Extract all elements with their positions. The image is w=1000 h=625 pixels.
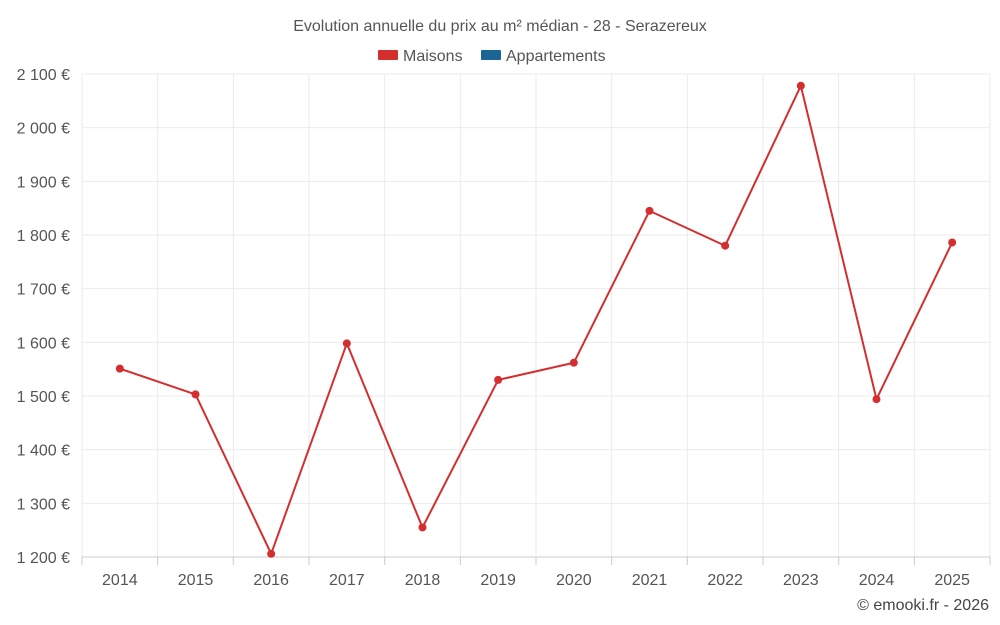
x-tick-label: 2014 bbox=[102, 572, 138, 589]
y-tick-label: 1 600 € bbox=[17, 335, 70, 352]
x-tick-label: 2022 bbox=[707, 572, 743, 589]
y-tick-label: 1 500 € bbox=[17, 389, 70, 406]
legend-item-appartements[interactable]: Appartements bbox=[481, 48, 606, 65]
y-axis-ticks: 1 200 € 1 300 € 1 400 € 1 500 € 1 600 € 1 700… bbox=[17, 67, 70, 567]
legend-item-maisons[interactable]: Maisons bbox=[378, 48, 463, 65]
legend-label-appartements: Appartements bbox=[506, 48, 606, 65]
x-tick-label: 2023 bbox=[783, 572, 819, 589]
x-tick-label: 2015 bbox=[178, 572, 214, 589]
legend-label-maisons: Maisons bbox=[403, 48, 463, 65]
x-tick-label: 2017 bbox=[329, 572, 365, 589]
y-tick-label: 1 700 € bbox=[17, 282, 70, 299]
y-tick-label: 2 000 € bbox=[17, 121, 70, 138]
credit-text: © emooki.fr - 2026 bbox=[857, 597, 989, 614]
data-point-maisons[interactable] bbox=[342, 339, 351, 348]
data-point-maisons[interactable] bbox=[115, 364, 124, 373]
data-point-maisons[interactable] bbox=[948, 238, 957, 247]
x-tick-label: 2018 bbox=[405, 572, 441, 589]
y-tick-label: 1 200 € bbox=[17, 550, 70, 567]
x-tick-label: 2016 bbox=[253, 572, 289, 589]
data-point-maisons[interactable] bbox=[569, 358, 578, 367]
y-tick-label: 1 800 € bbox=[17, 228, 70, 245]
x-tick-label: 2021 bbox=[632, 572, 668, 589]
y-tick-label: 1 300 € bbox=[17, 496, 70, 513]
data-point-maisons[interactable] bbox=[191, 390, 200, 399]
grid bbox=[81, 73, 991, 557]
x-axis-ticks: 2014 2015 2016 2017 2018 2019 2020 2021 2022 2023… bbox=[102, 572, 970, 589]
y-tick-label: 1 900 € bbox=[17, 174, 70, 191]
data-point-maisons[interactable] bbox=[418, 523, 427, 532]
x-tick-label: 2019 bbox=[480, 572, 516, 589]
data-point-maisons[interactable] bbox=[721, 241, 730, 250]
legend: Maisons Appartements bbox=[378, 48, 606, 65]
data-point-maisons[interactable] bbox=[645, 206, 654, 215]
data-point-maisons[interactable] bbox=[872, 395, 881, 404]
series-maisons bbox=[115, 81, 957, 558]
data-point-maisons[interactable] bbox=[494, 375, 503, 384]
x-tick-label: 2024 bbox=[859, 572, 895, 589]
x-tick-label: 2020 bbox=[556, 572, 592, 589]
axes bbox=[81, 556, 991, 565]
series-line-maisons bbox=[119, 84, 954, 555]
y-tick-label: 2 100 € bbox=[17, 67, 70, 84]
x-tick-label: 2025 bbox=[934, 572, 970, 589]
legend-swatch-maisons bbox=[378, 50, 398, 60]
chart-title: Evolution annuelle du prix au m² médian … bbox=[293, 18, 707, 35]
data-point-maisons[interactable] bbox=[796, 81, 805, 90]
legend-swatch-appartements bbox=[481, 50, 501, 60]
y-tick-label: 1 400 € bbox=[17, 443, 70, 460]
data-point-maisons[interactable] bbox=[267, 549, 276, 558]
